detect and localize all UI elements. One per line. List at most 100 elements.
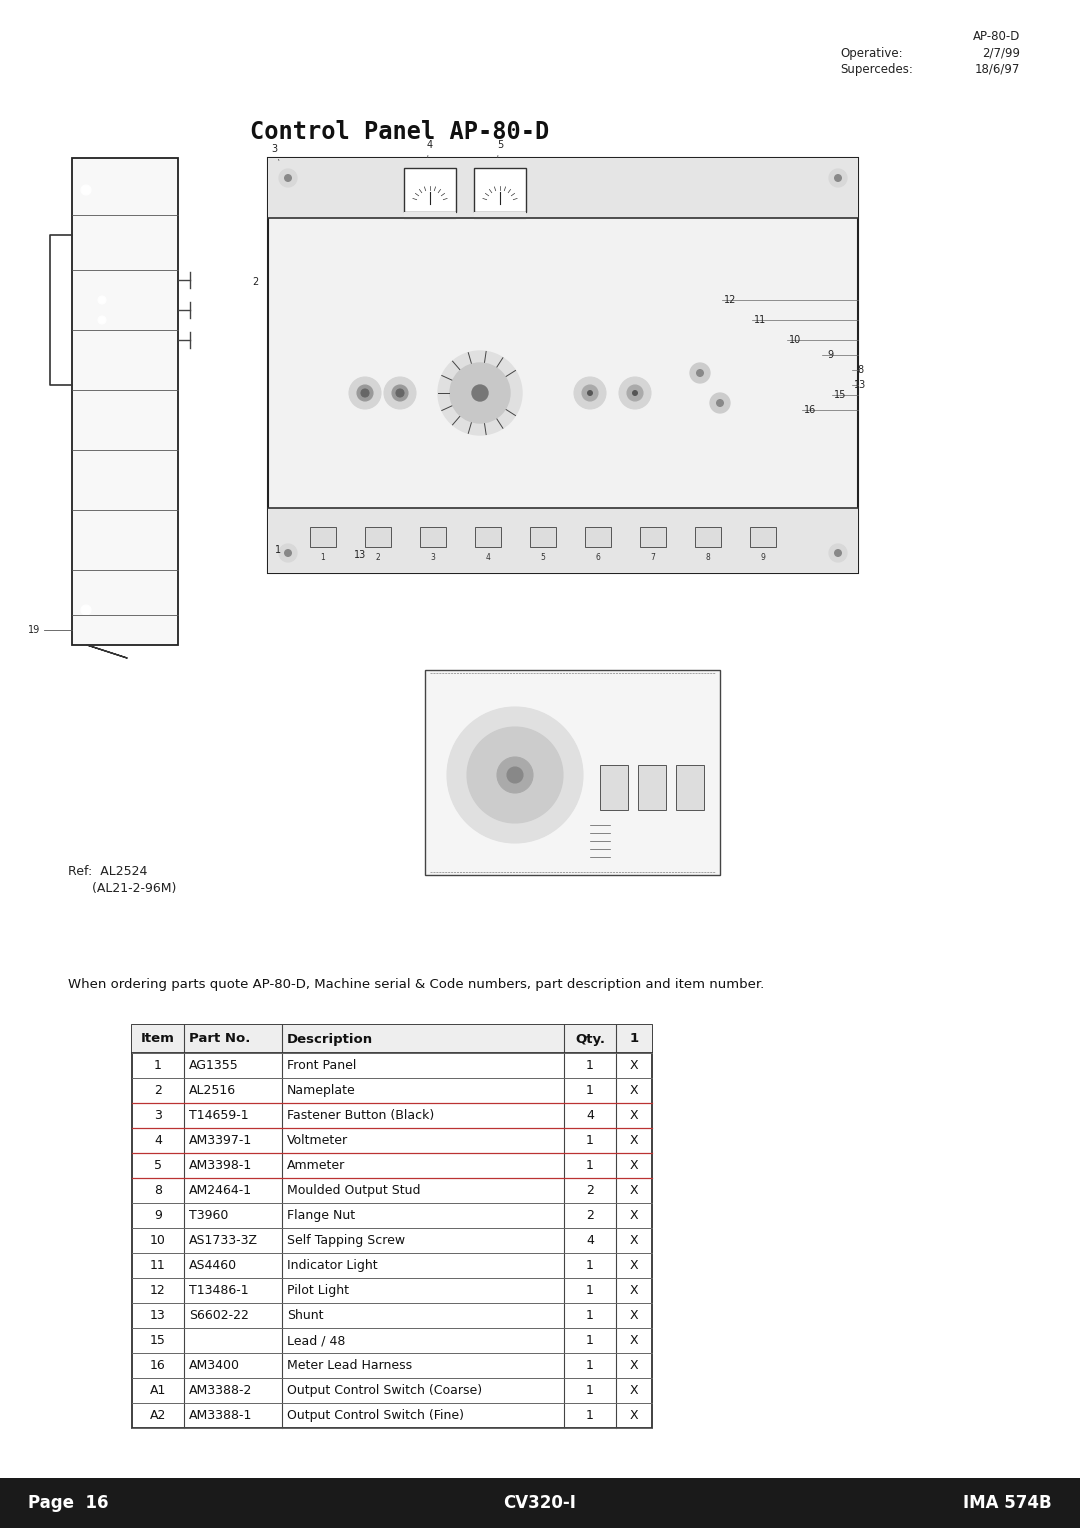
Text: Output Control Switch (Fine): Output Control Switch (Fine) [287,1409,464,1423]
Text: 11: 11 [150,1259,166,1271]
Text: X: X [630,1259,638,1271]
Text: 1: 1 [630,1033,638,1045]
Text: 12: 12 [150,1284,166,1297]
Bar [696,527,721,547]
Text: 16: 16 [804,405,816,416]
Text: Operative:: Operative: [840,47,903,60]
Text: 1: 1 [586,1409,594,1423]
Bar [638,766,666,810]
Circle shape [632,390,638,396]
Bar [640,527,666,547]
Text: 18/6/97: 18/6/97 [974,63,1020,76]
Text: X: X [630,1109,638,1122]
Text: T14659-1: T14659-1 [189,1109,248,1122]
Text: X: X [630,1134,638,1148]
Text: 4: 4 [586,1235,594,1247]
Text: X: X [630,1160,638,1172]
Text: X: X [630,1209,638,1222]
Text: AG1355: AG1355 [189,1059,239,1073]
Bar [420,527,446,547]
Text: 5: 5 [497,141,503,157]
Circle shape [588,390,593,396]
Bar [310,527,336,547]
Text: 7: 7 [650,553,656,561]
Text: Output Control Switch (Coarse): Output Control Switch (Coarse) [287,1384,482,1397]
Circle shape [81,185,91,196]
Circle shape [438,351,522,435]
Bar [475,527,501,547]
Text: Pilot Light: Pilot Light [287,1284,349,1297]
Circle shape [627,385,643,400]
Text: 9: 9 [760,553,766,561]
Text: 4: 4 [486,553,490,561]
Bar [0,1478,1080,1528]
Text: 6: 6 [595,553,600,561]
Text: Fastener Button (Black): Fastener Button (Black) [287,1109,434,1122]
Bar [404,168,456,212]
Text: When ordering parts quote AP-80-D, Machine serial & Code numbers, part descripti: When ordering parts quote AP-80-D, Machi… [68,978,765,992]
Text: 8: 8 [154,1184,162,1196]
Text: AM3400: AM3400 [189,1358,240,1372]
Text: Nameplate: Nameplate [287,1083,355,1097]
Bar [426,669,720,876]
Text: 1: 1 [586,1309,594,1322]
Circle shape [472,385,488,400]
Text: 10: 10 [788,335,801,345]
Circle shape [690,364,710,384]
Text: Description: Description [287,1033,373,1045]
Circle shape [710,393,730,413]
Text: A2: A2 [150,1409,166,1423]
Text: Lead / 48: Lead / 48 [287,1334,346,1348]
Text: 1: 1 [586,1259,594,1271]
Text: 1: 1 [586,1284,594,1297]
Text: 1: 1 [586,1334,594,1348]
Circle shape [573,377,606,410]
Circle shape [81,605,91,614]
Text: 5: 5 [154,1160,162,1172]
Circle shape [349,377,381,410]
Text: AP-80-D: AP-80-D [973,31,1020,43]
Text: Front Panel: Front Panel [287,1059,356,1073]
Text: 9: 9 [154,1209,162,1222]
Text: X: X [630,1284,638,1297]
Text: 3: 3 [431,553,435,561]
Text: X: X [630,1309,638,1322]
Bar [585,527,611,547]
Circle shape [834,549,842,558]
Bar [474,168,526,212]
Text: 10: 10 [150,1235,166,1247]
Bar [268,157,858,219]
Text: 1: 1 [586,1358,594,1372]
Bar [365,527,391,547]
Text: 1: 1 [154,1059,162,1073]
Text: Shunt: Shunt [287,1309,324,1322]
Text: 8: 8 [705,553,711,561]
Bar [750,527,777,547]
Text: 15: 15 [834,390,847,400]
Text: AM3398-1: AM3398-1 [189,1160,253,1172]
Text: Page  16: Page 16 [28,1494,108,1513]
Text: 1: 1 [586,1059,594,1073]
Text: 2: 2 [586,1209,594,1222]
Text: X: X [630,1235,638,1247]
Circle shape [357,385,373,400]
Text: 15: 15 [150,1334,166,1348]
Text: AM3388-2: AM3388-2 [189,1384,253,1397]
Circle shape [497,756,534,793]
Circle shape [396,390,404,397]
Text: 5: 5 [541,553,545,561]
Circle shape [467,727,563,824]
Text: 4: 4 [427,141,433,157]
Bar [600,766,627,810]
Text: X: X [630,1334,638,1348]
Text: 1: 1 [586,1160,594,1172]
Text: X: X [630,1083,638,1097]
Circle shape [279,544,297,562]
Text: X: X [630,1184,638,1196]
Text: 4: 4 [154,1134,162,1148]
Circle shape [716,399,724,406]
Text: AS1733-3Z: AS1733-3Z [189,1235,258,1247]
Bar [404,212,456,220]
Text: A1: A1 [150,1384,166,1397]
Text: 2: 2 [252,277,258,287]
